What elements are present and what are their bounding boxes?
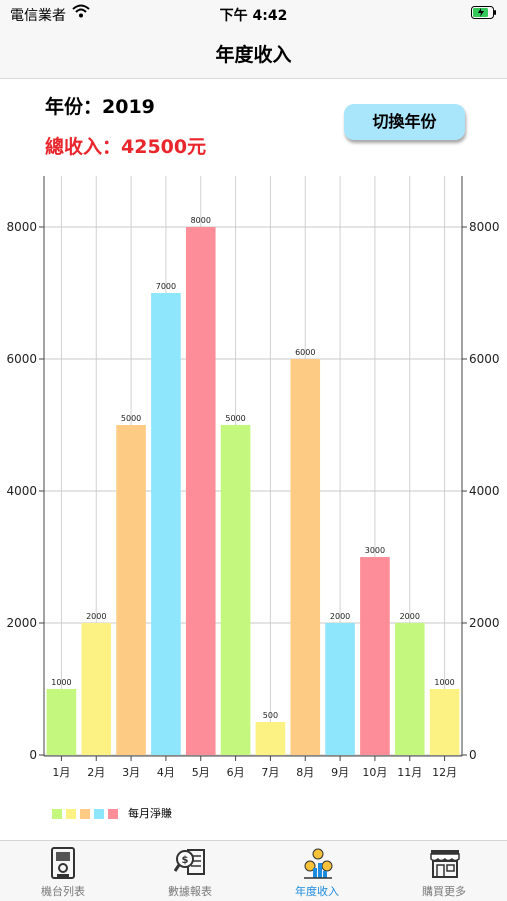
income-icon — [304, 848, 333, 879]
wifi-icon — [72, 4, 90, 18]
bar-7 — [255, 722, 286, 755]
x-tick-label: 1月 — [52, 766, 70, 779]
bar-9 — [325, 623, 355, 755]
x-tick-label: 6月 — [227, 766, 245, 779]
x-tick-label: 8月 — [296, 766, 314, 779]
tab-label: 年度收入 — [295, 885, 339, 898]
y-tick-label-left: 0 — [29, 748, 37, 762]
income-bar-chart: 0 0 2000 2000 4000 4000 6000 6000 8000 8000 1000 1月… — [6, 176, 500, 779]
legend-swatch — [94, 808, 104, 819]
machine-icon — [51, 847, 75, 879]
legend-swatches — [52, 804, 122, 823]
x-tick-label: 2月 — [87, 766, 105, 779]
bar-12 — [429, 689, 460, 755]
bar-value-label: 2000 — [400, 612, 420, 621]
x-tick-label: 5月 — [192, 766, 210, 779]
bar-3 — [116, 425, 146, 755]
bar-5 — [185, 227, 216, 755]
shop-icon — [430, 850, 460, 878]
y-tick-label-right: 4000 — [469, 484, 500, 498]
x-tick-label: 4月 — [157, 766, 175, 779]
bar-value-label: 7000 — [156, 282, 176, 291]
y-tick-label-left: 2000 — [6, 616, 37, 630]
tab-data-report[interactable]: $ 數據報表 — [127, 841, 253, 901]
bar-2 — [81, 623, 112, 755]
bar-11 — [394, 623, 425, 755]
legend-label: 每月淨賺 — [128, 807, 172, 820]
tab-bar: 機台列表 $ 數據報表 年度收入 — [0, 840, 507, 901]
y-tick-label-right: 0 — [469, 748, 477, 762]
chart-legend: 每月淨賺 — [52, 805, 172, 821]
y-tick-label-left: 8000 — [6, 220, 37, 234]
carrier-name: 電信業者 — [10, 8, 66, 24]
tab-annual-income[interactable]: 年度收入 — [254, 841, 380, 901]
x-tick-label: 7月 — [261, 766, 279, 779]
tab-machine-list[interactable]: 機台列表 — [0, 841, 126, 901]
year-label: 年份：2019 — [45, 96, 155, 118]
bar-4 — [151, 293, 181, 755]
x-tick-label: 10月 — [362, 766, 387, 779]
battery-icon — [471, 6, 496, 19]
bar-value-label: 5000 — [121, 414, 141, 423]
bar-value-label: 8000 — [191, 216, 211, 225]
bar-10 — [360, 557, 390, 755]
status-bar: 電信業者 下午 4:42 — [0, 0, 507, 28]
y-tick-label-left: 4000 — [6, 484, 37, 498]
y-tick-label-right: 6000 — [469, 352, 500, 366]
legend-swatch — [108, 808, 118, 819]
legend-swatch — [52, 808, 62, 819]
y-tick-label-left: 6000 — [6, 352, 37, 366]
navigation-bar: 年度收入 — [0, 28, 507, 79]
total-income-label: 總收入：42500元 — [45, 136, 207, 158]
legend-swatch — [80, 808, 90, 819]
bar-6 — [220, 425, 251, 755]
x-tick-label: 12月 — [432, 766, 457, 779]
bar-value-label: 500 — [263, 711, 278, 720]
bar-value-label: 2000 — [330, 612, 350, 621]
bar-1 — [46, 689, 77, 755]
svg-text:$: $ — [182, 855, 189, 866]
bar-value-label: 1000 — [434, 678, 454, 687]
bar-value-label: 2000 — [86, 612, 106, 621]
x-tick-label: 9月 — [331, 766, 349, 779]
tab-label: 機台列表 — [41, 885, 85, 898]
x-tick-label: 3月 — [122, 766, 140, 779]
y-tick-label-right: 8000 — [469, 220, 500, 234]
bar-8 — [290, 359, 321, 755]
page-title: 年度收入 — [215, 44, 292, 66]
tab-label: 購買更多 — [422, 885, 466, 898]
bar-value-label: 5000 — [225, 414, 245, 423]
switch-year-button[interactable]: 切換年份 — [344, 104, 465, 140]
x-tick-label: 11月 — [397, 766, 422, 779]
y-tick-label-right: 2000 — [469, 616, 500, 630]
legend-swatch — [66, 808, 76, 819]
report-icon: $ — [174, 849, 205, 875]
tab-label: 數據報表 — [168, 885, 212, 898]
bar-value-label: 3000 — [365, 546, 385, 555]
status-time: 下午 4:42 — [219, 8, 288, 24]
bar-value-label: 1000 — [51, 678, 71, 687]
tab-buy-more[interactable]: 購買更多 — [381, 841, 507, 901]
bar-value-label: 6000 — [295, 348, 315, 357]
